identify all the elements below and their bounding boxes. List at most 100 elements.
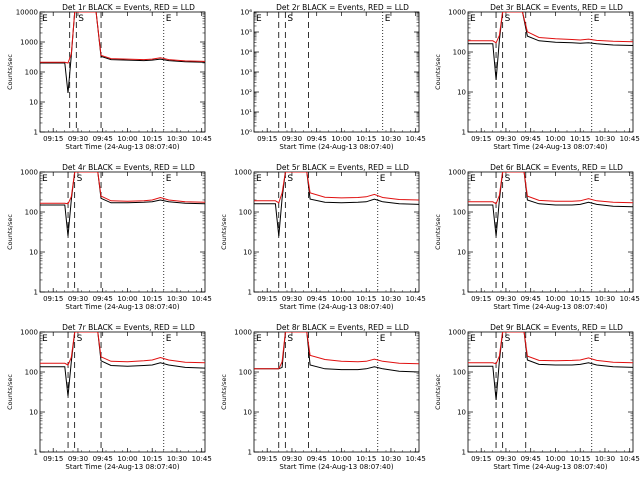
x-tick-label: 10:30: [167, 295, 187, 303]
y-tick-label: 10: [243, 249, 252, 257]
x-tick-label: 10:15: [356, 135, 376, 143]
marker-label: E: [385, 14, 391, 24]
chart-title: Det 8r BLACK = Events, RED = LLD: [276, 323, 409, 332]
corner-label: E: [256, 14, 262, 24]
marker-label: S: [77, 334, 83, 344]
chart-panel-2: Det 2r BLACK = Events, RED = LLD 10⁰ 10¹ 10…: [240, 3, 426, 151]
x-tick-label: 10:45: [406, 455, 426, 463]
y-tick-label: 10: [29, 99, 38, 107]
y-tick-label: 1000: [20, 39, 38, 47]
y-tick-label: 100: [25, 69, 38, 77]
y-axis-label: Counts/sec: [220, 214, 228, 250]
x-tick-label: 10:00: [117, 455, 137, 463]
corner-label: E: [42, 334, 48, 344]
y-tick-label: 100: [25, 369, 38, 377]
x-tick-label: 09:30: [282, 455, 302, 463]
y-tick-label: 10⁰: [240, 129, 252, 137]
chart-title: Det 1r BLACK = Events, RED = LLD: [62, 3, 195, 12]
marker-label: S: [505, 174, 511, 184]
x-tick-label: 09:15: [257, 455, 277, 463]
plot-frame: [467, 11, 634, 133]
y-tick-label: 10: [457, 249, 466, 257]
x-tick-label: 09:45: [307, 455, 327, 463]
y-tick-label: 10²: [240, 89, 252, 97]
x-tick-label: 10:30: [381, 455, 401, 463]
series-line-events: [254, 332, 419, 373]
y-tick-label: 10¹: [240, 109, 252, 117]
corner-label: E: [470, 334, 476, 344]
chart-panel-5: Det 5r BLACK = Events, RED = LLD 1 10 100 10…: [220, 163, 426, 311]
marker-label: E: [380, 334, 386, 344]
y-tick-label: 100: [453, 209, 466, 217]
series-line-events: [40, 172, 205, 237]
y-tick-label: 100: [453, 49, 466, 57]
y-tick-label: 1: [462, 129, 466, 137]
x-tick-label: 09:45: [521, 295, 541, 303]
series-line-events: [468, 172, 633, 237]
series-line-lld: [40, 172, 205, 205]
x-tick-label: 10:00: [331, 295, 351, 303]
marker-label: E: [166, 334, 172, 344]
y-tick-label: 1000: [20, 329, 38, 337]
x-tick-label: 10:30: [167, 455, 187, 463]
corner-label: E: [256, 174, 262, 184]
x-tick-label: 09:30: [282, 295, 302, 303]
series-line-events: [40, 12, 205, 94]
x-tick-label: 10:15: [570, 295, 590, 303]
x-tick-label: 09:15: [471, 295, 491, 303]
chart-title: Det 9r BLACK = Events, RED = LLD: [490, 323, 623, 332]
y-axis-label: Counts/sec: [434, 54, 442, 90]
x-tick-label: 09:45: [93, 455, 113, 463]
corner-label: E: [256, 334, 262, 344]
corner-label: E: [470, 14, 476, 24]
plot-frame: [39, 171, 206, 293]
x-tick-label: 10:30: [167, 135, 187, 143]
corner-label: E: [42, 174, 48, 184]
x-tick-label: 10:15: [356, 295, 376, 303]
x-tick-label: 10:45: [406, 135, 426, 143]
chart-panel-9: Det 9r BLACK = Events, RED = LLD 1 10 100 10…: [434, 323, 640, 471]
x-tick-label: 09:45: [307, 135, 327, 143]
x-axis-label: Start Time (24-Aug-13 08:07:40): [65, 143, 179, 151]
series-line-lld: [40, 332, 205, 366]
x-tick-label: 10:30: [595, 295, 615, 303]
y-axis-label: Counts/sec: [6, 374, 14, 410]
x-tick-label: 10:45: [192, 295, 212, 303]
y-tick-label: 100: [453, 369, 466, 377]
y-tick-label: 10⁵: [240, 29, 252, 37]
x-tick-label: 09:45: [521, 455, 541, 463]
x-tick-label: 09:45: [93, 295, 113, 303]
x-tick-label: 10:00: [331, 455, 351, 463]
chart-title: Det 5r BLACK = Events, RED = LLD: [276, 163, 409, 172]
x-tick-label: 10:45: [192, 135, 212, 143]
x-tick-label: 09:30: [496, 455, 516, 463]
x-tick-label: 09:15: [471, 135, 491, 143]
y-tick-label: 1: [34, 449, 38, 457]
y-axis-label: Counts/sec: [220, 374, 228, 410]
series-line-lld: [468, 12, 633, 44]
x-tick-label: 10:45: [620, 135, 640, 143]
x-tick-label: 10:00: [331, 135, 351, 143]
chart-panel-4: Det 4r BLACK = Events, RED = LLD 1 10 100 10…: [6, 163, 212, 311]
x-tick-label: 10:45: [620, 455, 640, 463]
x-tick-label: 09:15: [43, 455, 63, 463]
y-tick-label: 10: [29, 409, 38, 417]
chart-title: Det 3r BLACK = Events, RED = LLD: [490, 3, 623, 12]
marker-label: S: [77, 174, 83, 184]
marker-label: E: [594, 174, 600, 184]
series-line-lld: [254, 172, 419, 204]
marker-label: S: [287, 174, 293, 184]
x-tick-label: 10:15: [142, 135, 162, 143]
x-tick-label: 10:15: [356, 455, 376, 463]
series-line-lld: [468, 172, 633, 205]
x-tick-label: 10:30: [595, 455, 615, 463]
y-axis-label: Counts/sec: [6, 214, 14, 250]
x-tick-label: 10:00: [545, 455, 565, 463]
chart-title: Det 6r BLACK = Events, RED = LLD: [490, 163, 623, 172]
x-tick-label: 09:30: [68, 295, 88, 303]
x-axis-label: Start Time (24-Aug-13 08:07:40): [279, 303, 393, 311]
x-tick-label: 10:15: [570, 455, 590, 463]
y-axis-label: Counts/sec: [434, 214, 442, 250]
x-tick-label: 09:30: [496, 295, 516, 303]
